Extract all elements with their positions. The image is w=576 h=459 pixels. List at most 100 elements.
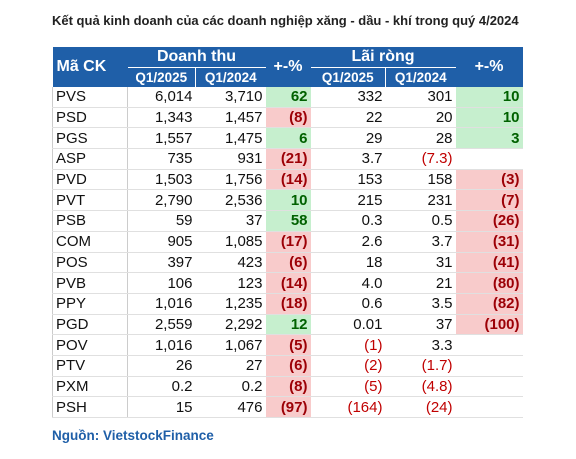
profit-change: (80) [455,272,523,294]
header-revenue: Doanh thu [127,47,266,68]
profit-current: 0.6 [310,293,386,315]
revenue-change: 58 [265,210,311,232]
table-row: PTV 26 27 (6) (2) (1.7) [52,355,523,377]
revenue-previous: 931 [195,148,266,170]
profit-change: (26) [455,210,523,232]
header-period: Q1/2024 [384,67,456,87]
profit-previous: (24) [385,396,456,418]
profit-change: (7) [455,189,523,212]
revenue-previous: 2,536 [195,189,266,212]
revenue-change: (5) [265,334,311,356]
revenue-change: 10 [265,189,311,212]
revenue-previous: 476 [195,396,266,418]
profit-current: 29 [310,127,386,150]
revenue-previous: 0.2 [195,376,266,398]
revenue-previous: 2,292 [195,314,266,336]
header-period: Q1/2024 [195,67,266,87]
header-period: Q1/2025 [310,67,386,87]
revenue-previous: 1,235 [195,293,266,315]
profit-previous: 3.7 [385,231,456,253]
header-change: +-% [455,47,523,87]
table-row: PSH 15 476 (97) (164) (24) [52,396,523,418]
stock-code: PSB [52,210,128,232]
profit-previous: 20 [385,107,456,129]
revenue-change: (21) [265,148,311,170]
profit-current: (2) [310,355,386,377]
profit-current: (5) [310,376,386,398]
stock-code: PVB [52,272,128,294]
header-profit: Lãi ròng [310,47,456,68]
profit-previous: 231 [385,189,456,212]
table-row: PGD 2,559 2,292 12 0.01 37 (100) [52,314,523,336]
profit-previous: 301 [385,87,456,108]
table-row: PSB 59 37 58 0.3 0.5 (26) [52,210,523,232]
stock-code: PGS [52,127,128,150]
stock-code: PVD [52,169,128,191]
revenue-change: 62 [265,87,311,108]
profit-change [455,355,523,377]
revenue-current: 2,790 [127,189,196,212]
profit-previous: 37 [385,314,456,336]
profit-change [455,334,523,356]
revenue-previous: 3,710 [195,87,266,108]
profit-previous: (7.3) [385,148,456,170]
title: Kết quả kinh doanh của các doanh nghiệp … [52,13,519,28]
table-row: COM 905 1,085 (17) 2.6 3.7 (31) [52,231,523,253]
profit-previous: 3.5 [385,293,456,315]
revenue-previous: 1,457 [195,107,266,129]
profit-current: 0.3 [310,210,386,232]
revenue-previous: 27 [195,355,266,377]
profit-change: (3) [455,169,523,191]
profit-change: 10 [455,107,523,129]
profit-change: 10 [455,87,523,108]
revenue-current: 26 [127,355,196,377]
revenue-change: (8) [265,376,311,398]
revenue-previous: 1,475 [195,127,266,150]
stock-code: PGD [52,314,128,336]
source: Nguồn: VietstockFinance [52,428,214,443]
revenue-change: (14) [265,169,311,191]
profit-previous: (4.8) [385,376,456,398]
profit-current: 0.01 [310,314,386,336]
profit-current: 3.7 [310,148,386,170]
profit-previous: 0.5 [385,210,456,232]
revenue-change: (97) [265,396,311,418]
table-row: POV 1,016 1,067 (5) (1) 3.3 [52,334,523,356]
revenue-current: 735 [127,148,196,170]
header-code: Mã CK [52,47,128,87]
profit-current: 18 [310,252,386,274]
revenue-current: 0.2 [127,376,196,398]
revenue-change: 6 [265,127,311,150]
revenue-current: 397 [127,252,196,274]
profit-change [455,396,523,418]
profit-change: 3 [455,127,523,150]
revenue-current: 6,014 [127,87,196,108]
revenue-current: 59 [127,210,196,232]
table-row: PVT 2,790 2,536 10 215 231 (7) [52,189,523,212]
stock-code: PXM [52,376,128,398]
revenue-change: (6) [265,355,311,377]
profit-change [455,376,523,398]
profit-previous: 28 [385,127,456,150]
revenue-current: 15 [127,396,196,418]
profit-previous: (1.7) [385,355,456,377]
revenue-previous: 1,085 [195,231,266,253]
table-row: PGS 1,557 1,475 6 29 28 3 [52,127,523,150]
revenue-current: 905 [127,231,196,253]
table-row: PVB 106 123 (14) 4.0 21 (80) [52,272,523,294]
revenue-change: 12 [265,314,311,336]
table-row: POS 397 423 (6) 18 31 (41) [52,252,523,274]
revenue-current: 1,503 [127,169,196,191]
profit-current: 2.6 [310,231,386,253]
revenue-current: 1,557 [127,127,196,150]
profit-current: (1) [310,334,386,356]
revenue-change: (14) [265,272,311,294]
stock-code: PPY [52,293,128,315]
profit-current: 153 [310,169,386,191]
profit-previous: 21 [385,272,456,294]
stock-code: PTV [52,355,128,377]
profit-previous: 158 [385,169,456,191]
stock-code: POV [52,334,128,356]
profit-current: (164) [310,396,386,418]
